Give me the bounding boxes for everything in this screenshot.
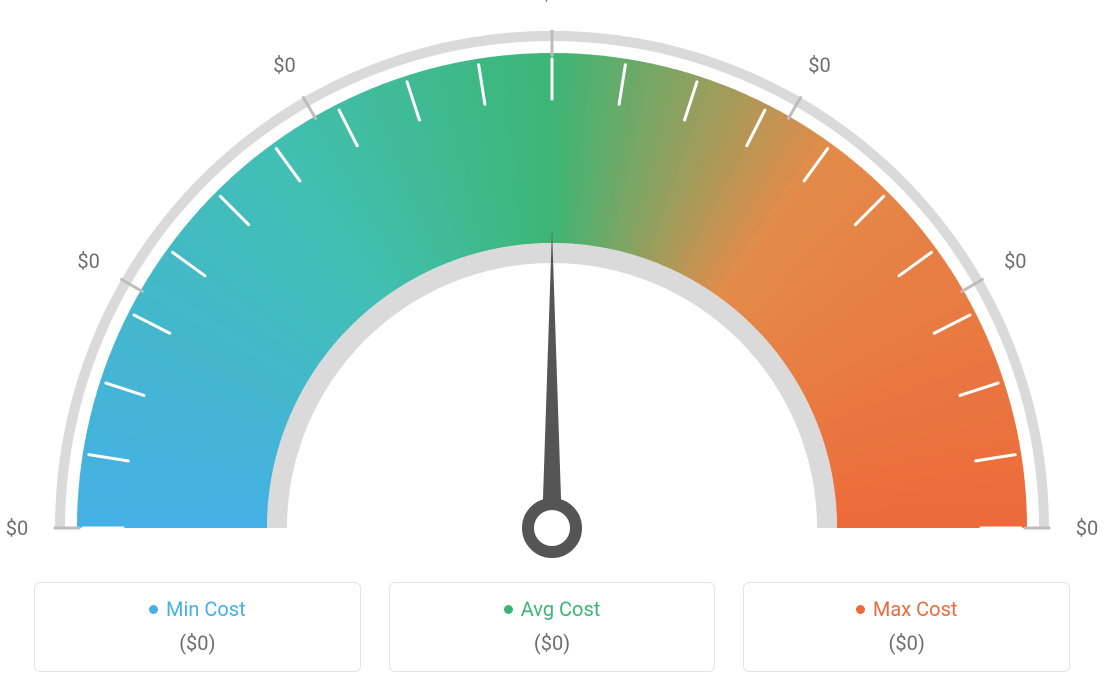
legend-dot-min [149,605,158,614]
legend-label-max: Max Cost [873,597,958,621]
gauge-chart: $0 $0 $0 $0 $0 $0 $0 [0,0,1104,560]
gauge-tick-label: $0 [1004,249,1026,273]
gauge-tick-label: $0 [1076,516,1098,540]
legend-title-avg: Avg Cost [504,597,601,621]
legend-value-avg: ($0) [400,631,705,655]
legend-card-avg: Avg Cost ($0) [389,582,716,672]
gauge-tick-label: $0 [808,53,830,77]
legend-value-max: ($0) [754,631,1059,655]
legend-label-min: Min Cost [166,597,246,621]
legend-label-avg: Avg Cost [521,597,601,621]
legend-card-min: Min Cost ($0) [34,582,361,672]
gauge-tick-label: $0 [6,516,28,540]
gauge-tick-label: $0 [273,53,295,77]
legend-dot-max [856,605,865,614]
legend-value-min: ($0) [45,631,350,655]
legend-dot-avg [504,605,513,614]
legend-card-max: Max Cost ($0) [743,582,1070,672]
gauge-svg [0,8,1104,588]
legend-row: Min Cost ($0) Avg Cost ($0) Max Cost ($0… [0,582,1104,672]
legend-title-min: Min Cost [149,597,246,621]
gauge-tick-label: $0 [541,0,563,5]
gauge-tick-label: $0 [77,249,99,273]
legend-title-max: Max Cost [856,597,958,621]
